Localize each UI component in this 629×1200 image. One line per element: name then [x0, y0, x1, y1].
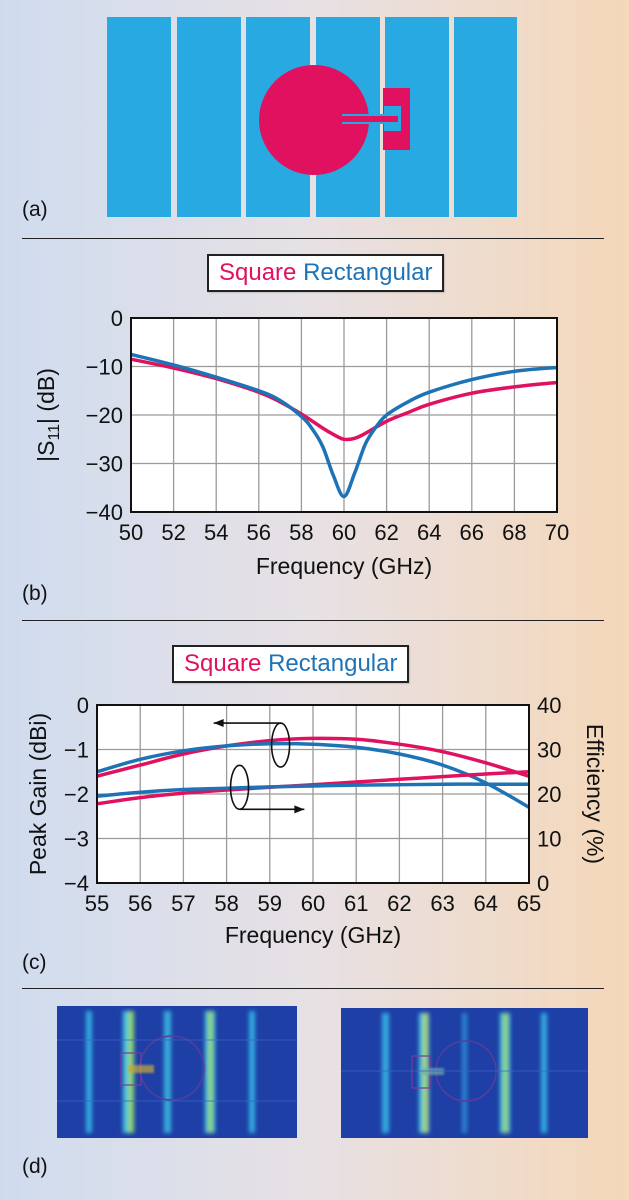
x-tick-label: 54	[204, 520, 228, 545]
legend-rectangular: Rectangular	[303, 259, 433, 286]
y-tick-label: −4	[64, 871, 89, 896]
x-tick-label: 62	[387, 891, 411, 916]
y-axis-label: Peak Gain (dBi)	[25, 713, 51, 875]
x-tick-label: 55	[85, 891, 109, 916]
y-tick-label: −10	[86, 355, 123, 380]
x-tick-label: 50	[119, 520, 143, 545]
x-tick-label: 64	[417, 520, 441, 545]
y2-tick-label: 0	[537, 871, 549, 896]
divider	[22, 988, 604, 989]
y-tick-label: −40	[86, 500, 123, 525]
gain-efficiency-chart: 55 56 57 58 59 60 61 62 63 64 650−1−2−3−4403020100…	[25, 693, 608, 948]
x-tick-label: 66	[460, 520, 484, 545]
y-tick-label: −2	[64, 782, 89, 807]
x-tick-label: 58	[214, 891, 238, 916]
series-line-square-gain	[96, 736, 530, 778]
y2-tick-label: 10	[537, 827, 561, 852]
y-axis-label: |S11| (dB)	[33, 368, 63, 462]
panel-label-c: (c)	[22, 951, 47, 974]
y-tick-label: −30	[86, 452, 123, 477]
panel-label-a: (a)	[22, 198, 48, 221]
series-line-rectangular-gain	[96, 741, 530, 809]
x-tick-label: 52	[161, 520, 185, 545]
legend-b: Square Rectangular	[207, 254, 445, 292]
field-distributions	[57, 1006, 588, 1138]
y-tick-label: −1	[64, 738, 89, 763]
y-tick-label: 0	[77, 693, 89, 718]
x-axis-label: Frequency (GHz)	[225, 922, 401, 948]
x-tick-label: 57	[171, 891, 195, 916]
y2-tick-label: 20	[537, 782, 561, 807]
x-tick-label: 56	[128, 891, 152, 916]
legend-square: Square	[219, 259, 297, 286]
x-tick-label: 60	[301, 891, 325, 916]
gain-axis-arrowhead	[213, 719, 224, 728]
antenna-structure	[107, 17, 517, 217]
y-tick-label: −3	[64, 827, 89, 852]
x-tick-label: 61	[344, 891, 368, 916]
y-axis-label-part: |S	[33, 441, 59, 462]
legend-c: Square Rectangular	[172, 645, 410, 683]
x-tick-label: 56	[247, 520, 271, 545]
y-axis-label-sub: 11	[46, 424, 63, 441]
legend-square: Square	[184, 650, 262, 677]
y-axis-label-part: | (dB)	[33, 368, 59, 424]
plot-frame	[130, 317, 558, 513]
patch-strip	[107, 17, 171, 217]
x-axis-label: Frequency (GHz)	[256, 553, 432, 579]
y-tick-label: 0	[111, 306, 123, 331]
divider	[22, 620, 604, 621]
patch-strip	[177, 17, 241, 217]
y2-tick-label: 40	[537, 693, 561, 718]
series-line-rectangular-efficiency	[96, 782, 529, 798]
field-map-square	[57, 1006, 297, 1138]
x-tick-label: 62	[374, 520, 398, 545]
x-tick-label: 58	[289, 520, 313, 545]
plot-frame	[96, 704, 530, 884]
panel-label-b: (b)	[22, 582, 48, 605]
y2-tick-label: 30	[537, 738, 561, 763]
s11-chart: 50 52 54 56 58 60 62 64 66 68 70 0 −10 −20 −30 −40 Frequ…	[33, 306, 569, 579]
patch-strip	[454, 17, 517, 217]
field-map-rectangular	[341, 1008, 588, 1138]
x-tick-label: 70	[545, 520, 569, 545]
x-tick-label: 65	[517, 891, 541, 916]
panel-label-d: (d)	[22, 1155, 48, 1178]
x-tick-label: 64	[474, 891, 498, 916]
legend-rectangular: Rectangular	[268, 650, 398, 677]
x-tick-label: 68	[502, 520, 526, 545]
y2-axis-label: Efficiency (%)	[582, 724, 608, 864]
y-tick-label: −20	[86, 403, 123, 428]
x-tick-label: 59	[258, 891, 282, 916]
x-tick-label: 63	[430, 891, 454, 916]
x-tick-label: 60	[332, 520, 356, 545]
divider	[22, 238, 604, 239]
feed-line-inner	[342, 116, 398, 122]
efficiency-axis-arrowhead	[294, 805, 305, 814]
circular-patch	[259, 65, 369, 175]
series-line-rectangular	[130, 352, 558, 499]
